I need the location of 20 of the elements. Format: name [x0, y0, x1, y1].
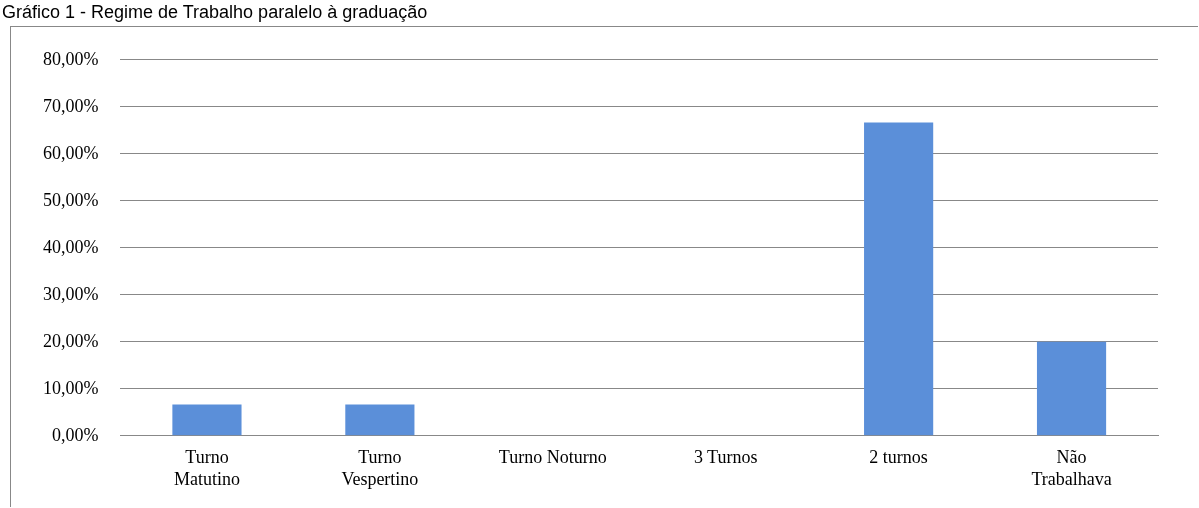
y-tick-label: 30,00%: [42, 283, 99, 304]
x-tick-label: Turno Matutino: [173, 447, 240, 489]
y-tick-label: 70,00%: [42, 95, 99, 116]
chart-title: Gráfico 1 - Regime de Trabalho paralelo à graduação: [2, 2, 429, 24]
x-tick-label: Turno Vespertino: [341, 447, 419, 489]
bar: [1036, 341, 1107, 436]
bar: [345, 404, 415, 436]
y-tick-label: 50,00%: [42, 189, 99, 210]
y-tick-label: 0,00%: [51, 424, 99, 445]
y-tick-label: 20,00%: [42, 330, 99, 351]
x-tick-label: Turno Noturno: [498, 447, 607, 468]
x-tick-label: 2 turnos: [869, 447, 928, 468]
bar: [864, 122, 934, 436]
bar: [172, 404, 242, 436]
y-tick-label: 60,00%: [42, 142, 99, 163]
x-tick-label: 3 Turnos: [693, 447, 758, 468]
y-tick-label: 10,00%: [42, 377, 99, 398]
x-tick-label: Não Trabalhava: [1031, 447, 1112, 489]
y-tick-label: 80,00%: [42, 48, 99, 69]
y-tick-label: 40,00%: [42, 236, 99, 257]
